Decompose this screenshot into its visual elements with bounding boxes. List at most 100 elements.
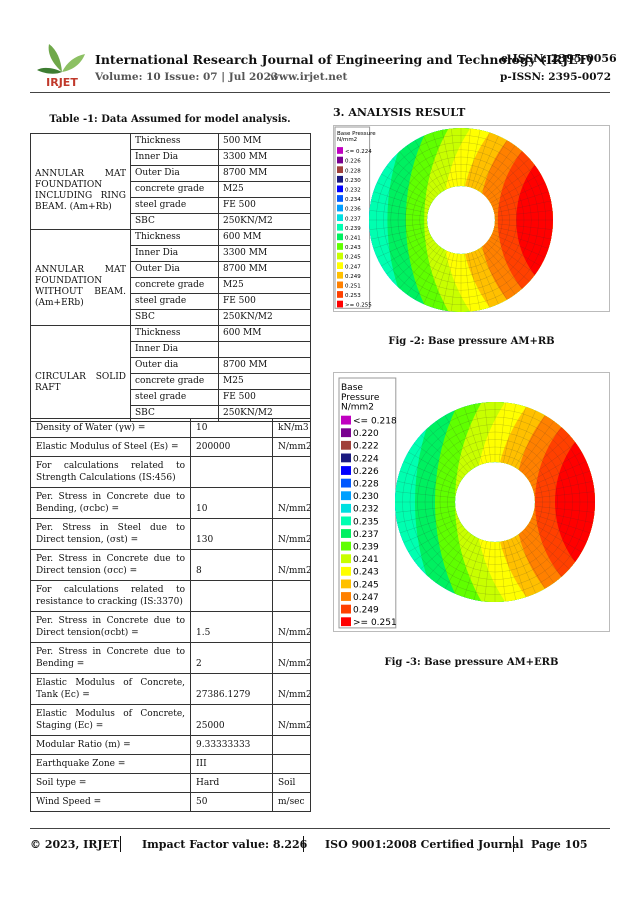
mesh-line [521, 427, 563, 473]
mesh-line [494, 226, 552, 240]
mesh-ring [417, 424, 573, 580]
param-cell: steel grade [130, 197, 219, 214]
mesh-line [474, 135, 499, 190]
mesh-line [493, 191, 549, 210]
legend-swatch [341, 566, 351, 576]
mesh-line [399, 470, 458, 490]
mesh-line [397, 480, 456, 494]
mesh-line [406, 247, 442, 295]
value-cell: M25 [218, 373, 311, 390]
value-cell [190, 580, 273, 612]
mesh-line [477, 249, 508, 300]
mesh-line [532, 514, 591, 534]
mesh-line [518, 534, 554, 584]
mesh-line [376, 233, 431, 258]
legend-label: >= 0.251 [353, 618, 397, 628]
legend-swatch [337, 204, 343, 212]
mesh-line [493, 230, 549, 249]
legend-title: Base [341, 383, 363, 393]
unit-cell: N/mm2 [272, 518, 311, 550]
legend-label: 0.237 [345, 216, 361, 222]
legend-swatch [337, 233, 343, 241]
legend-label: <= 0.224 [345, 149, 372, 155]
param-cell: Inner Dia [130, 149, 219, 166]
figure-caption: Fig -2: Base pressure AM+RB [388, 336, 555, 347]
value-cell: FE 500 [218, 293, 311, 310]
param-cell: steel grade [130, 293, 219, 310]
legend-label: <= 0.218 [353, 417, 397, 427]
mesh-line [414, 140, 445, 191]
legend-label: 0.230 [353, 492, 379, 502]
mesh-line [392, 242, 436, 282]
value-cell: 8700 MM [218, 261, 311, 278]
table-row: Per. Stress in Concrete due to Bending, … [30, 487, 311, 519]
param-cell: Thickness [130, 325, 219, 342]
label-cell: Per. Stress in Steel due to Direct tensi… [30, 518, 191, 550]
mesh-line [527, 525, 577, 561]
header-rule [30, 92, 610, 93]
legend-box [338, 377, 397, 629]
value-cell: 8700 MM [218, 165, 311, 182]
mesh-line [413, 525, 463, 561]
legend-swatch [341, 617, 351, 627]
mesh-ring [405, 164, 517, 276]
legend-label: 0.249 [353, 606, 379, 616]
legend-title: N/mm2 [341, 403, 374, 413]
legend-label: 0.241 [345, 235, 361, 241]
param-cell: Inner Dia [130, 245, 219, 262]
group-label: ANNULAR MAT FOUNDATION INCLUDING RING BE… [30, 133, 131, 230]
mesh-line [486, 242, 530, 282]
value-cell: 8700 MM [218, 357, 311, 374]
table-row: ANNULAR MAT FOUNDATION INCLUDING RING BE… [30, 133, 311, 230]
legend-label: 0.253 [345, 293, 361, 299]
label-cell: Soil type = [30, 773, 191, 793]
mesh-line [441, 253, 455, 311]
mesh-line [454, 410, 479, 466]
value-cell: 200000 [190, 437, 273, 457]
legend-swatch [341, 428, 351, 438]
unit-cell [272, 735, 311, 755]
separator [120, 836, 121, 852]
legend-label: 0.239 [353, 543, 379, 553]
legend-label: 0.247 [353, 593, 379, 603]
mesh-line [518, 420, 554, 470]
mesh-line [498, 541, 506, 602]
mesh-line [463, 539, 483, 598]
legend-label: 0.241 [353, 555, 379, 565]
mesh-ring [447, 454, 543, 550]
mesh-line [464, 128, 471, 187]
table-row: Inner Dia 3300 MM [31, 245, 311, 262]
mesh-line [484, 541, 492, 602]
mesh-line [486, 158, 530, 198]
label-cell: Elastic Modulus of Steel (Es) = [30, 437, 191, 457]
mesh-line [370, 200, 428, 214]
mesh-line [420, 528, 466, 570]
label-cell: Elastic Modulus of Concrete, Tank (Ec) = [30, 673, 191, 705]
mesh-line [399, 151, 439, 195]
unit-cell [272, 754, 311, 774]
mesh-line [467, 253, 481, 311]
mesh-line [403, 461, 459, 486]
table-caption: Table -1: Data Assumed for model analysi… [30, 114, 310, 125]
eissn: e-ISSN: 2395-0056 [501, 52, 617, 65]
legend-swatch [337, 147, 343, 154]
logo: IRJET [37, 44, 85, 89]
label-cell: Wind Speed = [30, 792, 191, 812]
copyright: © 2023, IRJET [30, 838, 120, 851]
label-cell: Earthquake Zone = [30, 754, 191, 774]
legend-label: 0.234 [345, 197, 361, 203]
mesh-line [414, 249, 445, 300]
legend-swatch [341, 453, 351, 463]
legend-label: 0.235 [353, 517, 379, 527]
mesh-line [532, 470, 591, 490]
param-cell: Thickness [130, 229, 219, 246]
mesh-line [467, 129, 481, 187]
legend-label: 0.251 [345, 283, 361, 289]
param-cell: concrete grade [130, 277, 219, 294]
mesh-line [488, 239, 536, 275]
unit-cell: N/mm2 [272, 487, 311, 519]
separator [303, 836, 304, 852]
table-row: Modular Ratio (m) = 9.33333333 [30, 735, 311, 755]
value-cell: 1.5 [190, 611, 273, 643]
legend-swatch [337, 214, 343, 222]
